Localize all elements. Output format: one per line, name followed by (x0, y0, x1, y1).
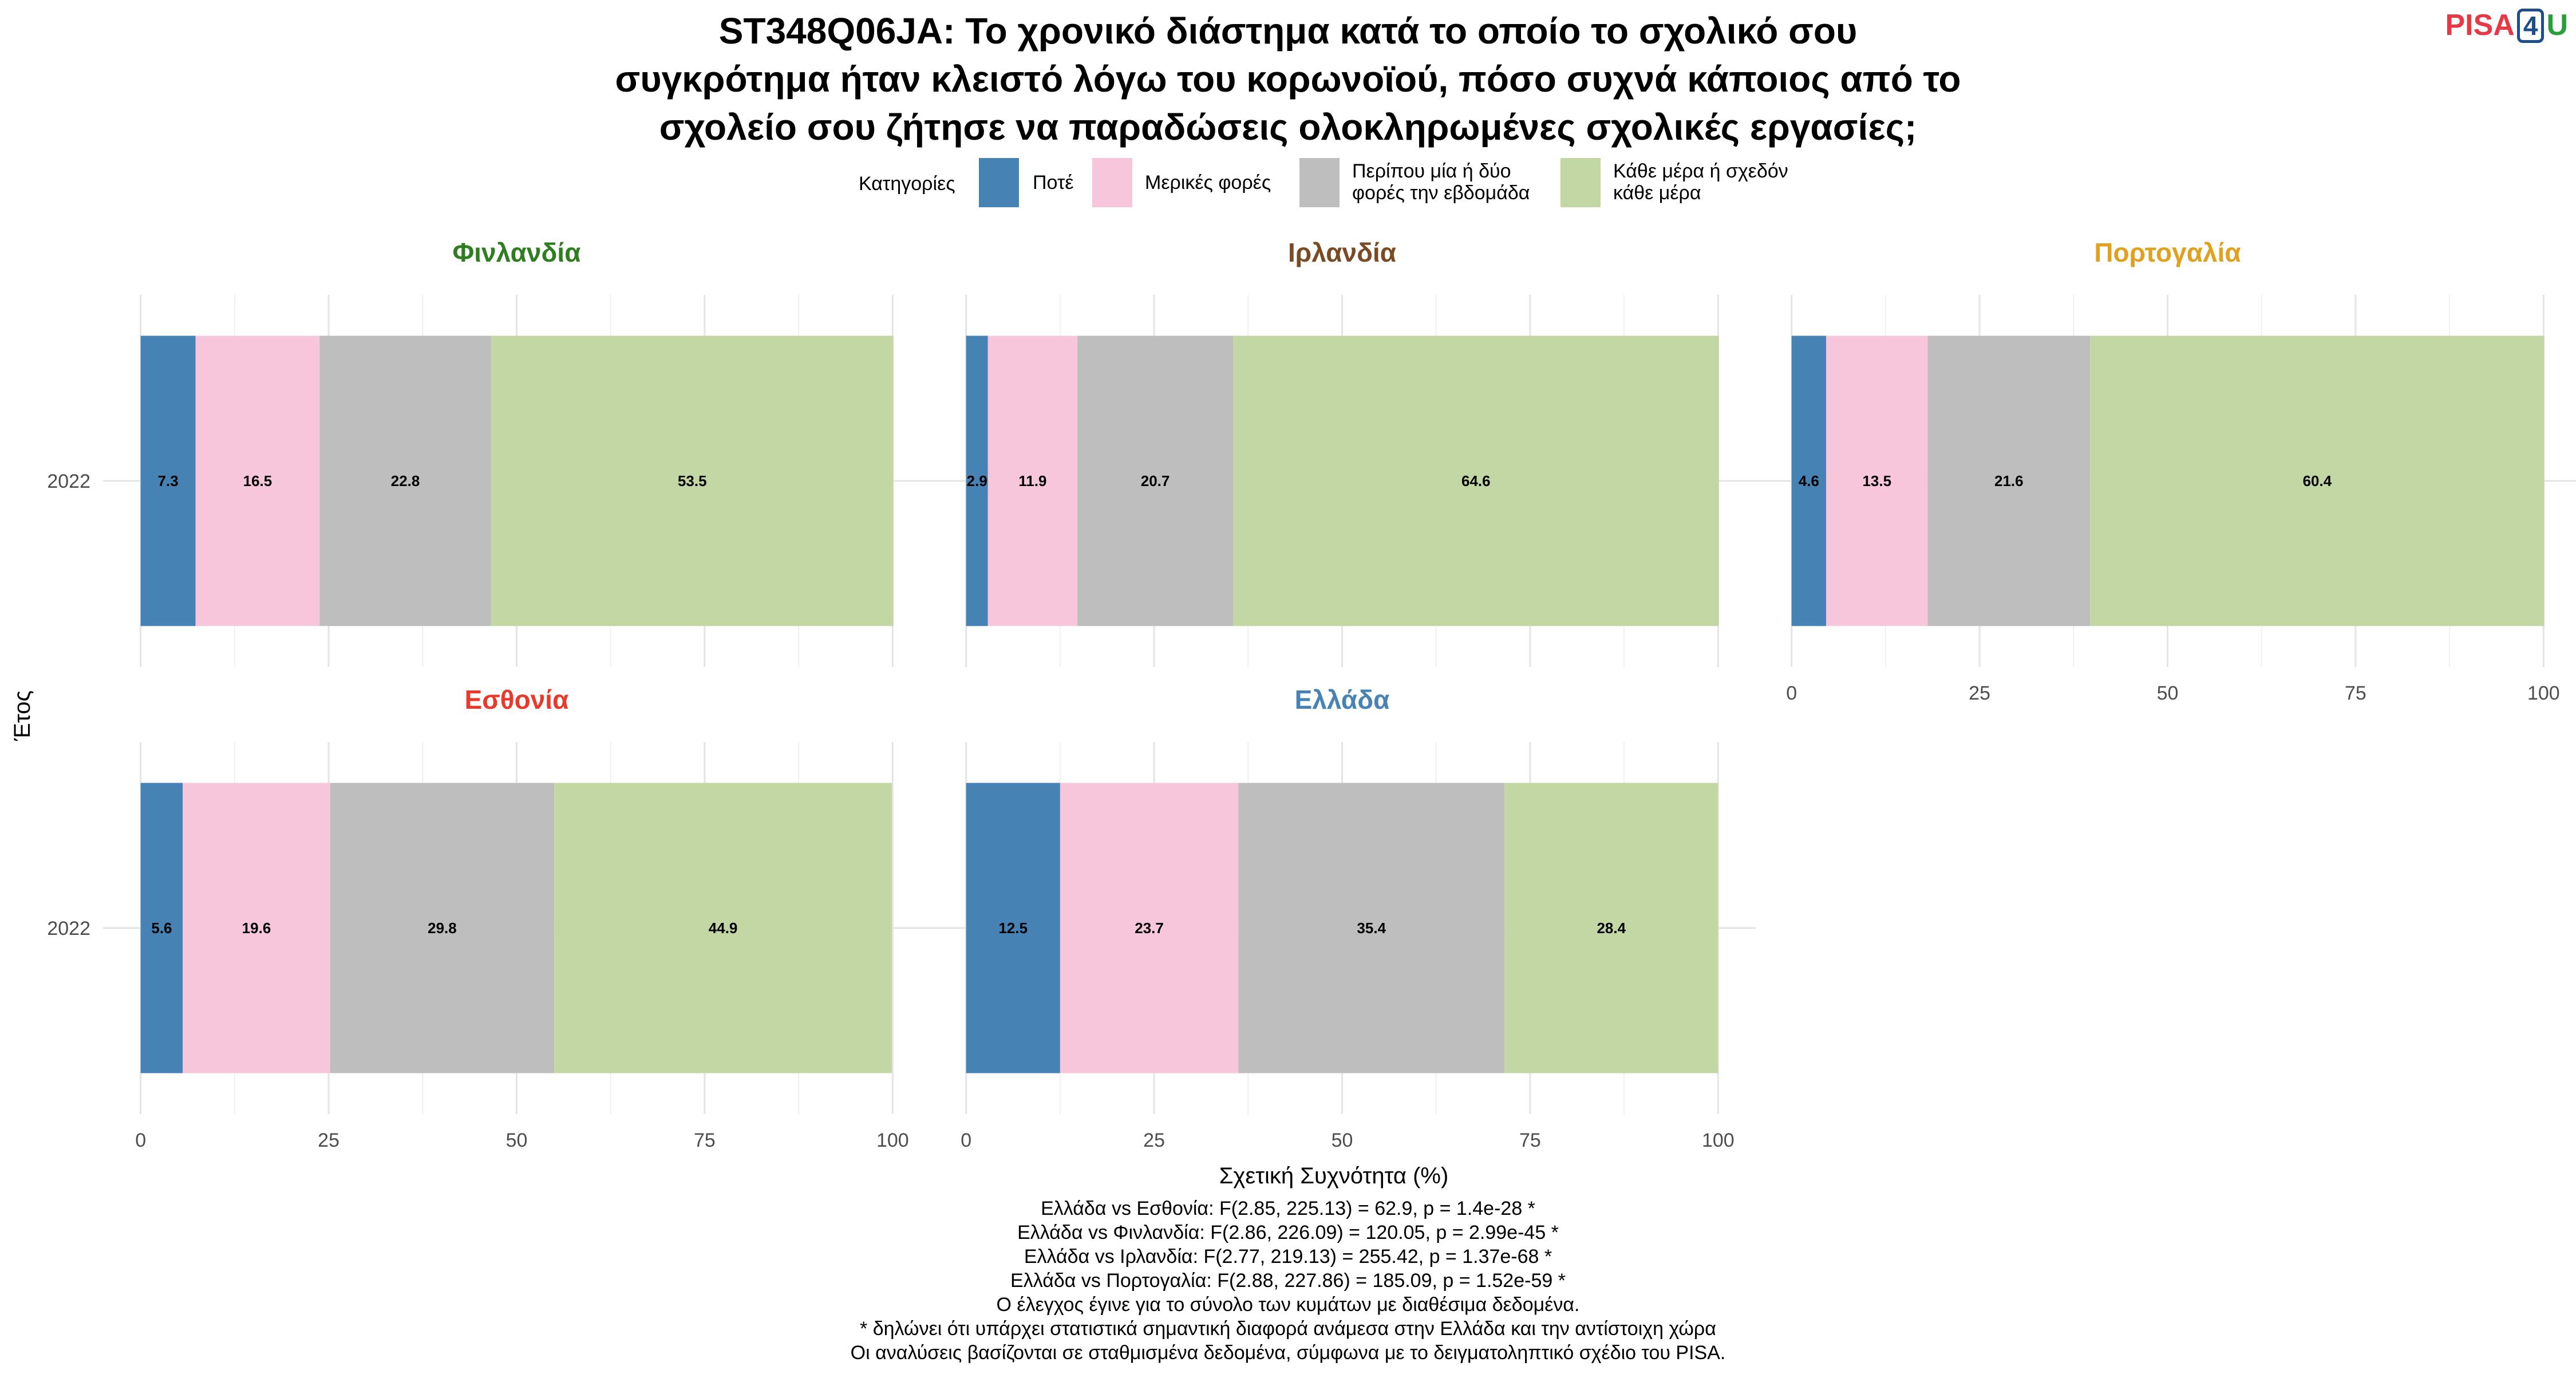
x-tick-label: 0 (135, 1130, 146, 1151)
x-axis-title: Σχετική Συχνότητα (%) (1219, 1163, 1449, 1189)
panel-title: Φινλανδία (453, 238, 581, 267)
bar-segment-never (140, 783, 183, 1073)
legend-title: Κατηγορίες (859, 173, 955, 195)
x-tick-label: 25 (318, 1130, 339, 1151)
bar-value-label: 29.8 (428, 919, 457, 937)
bar-segment-weekly (319, 335, 491, 626)
bar-value-label: 16.5 (243, 472, 272, 489)
legend-label-sometimes: Μερικές φορές (1145, 172, 1271, 194)
legend-swatch-daily (1560, 158, 1601, 207)
bar-segment-daily (554, 783, 892, 1073)
bar-segment-sometimes (195, 335, 320, 626)
logo-text-u: U (2546, 9, 2568, 42)
bar-value-label: 60.4 (2303, 472, 2332, 489)
panel-title: Εσθονία (465, 685, 569, 714)
bar-segment-sometimes (1826, 335, 1928, 626)
title-line-3: σχολείο σου ζήτησε να παραδώσεις ολοκληρ… (659, 106, 1917, 148)
bar-segment-weekly (1238, 783, 1505, 1073)
panel-title: Ελλάδα (1295, 685, 1390, 714)
y-axis-title: Έτος (10, 690, 35, 741)
bar-segment-weekly (1077, 335, 1234, 626)
legend-swatch-sometimes (1092, 158, 1132, 207)
logo-box-4: 4 (2516, 9, 2545, 43)
chart-title: ST348Q06JA: Το χρονικό διάστημα κατά το … (0, 7, 2576, 151)
panel-title: Πορτογαλία (2094, 238, 2241, 267)
caption: Ελλάδα vs Εσθονία: F(2.85, 225.13) = 62.… (0, 1197, 2576, 1365)
title-line-2: συγκρότημα ήταν κλειστό λόγω του κορωνοϊ… (615, 58, 1961, 100)
legend-swatch-weekly (1299, 158, 1340, 207)
bar-segment-sometimes (1060, 783, 1239, 1073)
bar-value-label: 28.4 (1597, 919, 1626, 937)
bar-value-label: 21.6 (1994, 472, 2024, 489)
bar-value-label: 13.5 (1862, 472, 1891, 489)
bar-value-label: 20.7 (1141, 472, 1170, 489)
y-tick-label: 2022 (47, 918, 90, 939)
bar-segment-weekly (1927, 335, 2091, 626)
caption-line-2: Ελλάδα vs Φινλανδία: F(2.86, 226.09) = 1… (1017, 1222, 1559, 1243)
x-tick-label: 0 (1786, 682, 1797, 704)
bar-value-label: 12.5 (998, 919, 1028, 937)
bar-value-label: 23.7 (1135, 919, 1164, 937)
bar-segment-daily (1233, 335, 1719, 626)
bar-value-label: 64.6 (1461, 472, 1491, 489)
bar-value-label: 35.4 (1357, 919, 1386, 937)
x-tick-label: 100 (2527, 682, 2560, 704)
bar-segment-daily (2090, 335, 2545, 626)
bar-value-label: 7.3 (158, 472, 179, 489)
bar-segment-daily (1504, 783, 1718, 1073)
caption-line-4: Ελλάδα vs Πορτογαλία: F(2.88, 227.86) = … (1010, 1270, 1566, 1292)
caption-line-1: Ελλάδα vs Εσθονία: F(2.85, 225.13) = 62.… (1041, 1198, 1535, 1219)
bar-value-label: 11.9 (1018, 472, 1046, 489)
bar-segment-daily (491, 335, 894, 626)
caption-line-3: Ελλάδα vs Ιρλανδία: F(2.77, 219.13) = 25… (1024, 1246, 1552, 1268)
legend-label-daily: Κάθε μέρα ή σχεδόν κάθε μέρα (1613, 160, 1788, 204)
bar-segment-sometimes (987, 335, 1078, 626)
bar-segment-never (966, 335, 988, 626)
panel-title: Ιρλανδία (1288, 238, 1396, 267)
bar-value-label: 53.5 (678, 472, 707, 489)
y-tick-label: 2022 (47, 471, 90, 492)
legend-label-never: Ποτέ (1033, 172, 1074, 194)
bar-value-label: 44.9 (709, 919, 738, 937)
x-tick-label: 50 (2157, 682, 2179, 704)
x-tick-label: 25 (1143, 1130, 1165, 1151)
bar-value-label: 22.8 (391, 472, 420, 489)
x-tick-label: 75 (1519, 1130, 1541, 1151)
bar-value-label: 4.6 (1799, 472, 1819, 489)
logo-text-pisa: PISA (2445, 9, 2515, 42)
x-tick-label: 100 (1702, 1130, 1735, 1151)
caption-line-5: Ο έλεγχος έγινε για το σύνολο των κυμάτω… (996, 1294, 1580, 1316)
caption-line-7: Οι αναλύσεις βασίζονται σε σταθμισμένα δ… (850, 1342, 1726, 1364)
pisa4u-logo: PISA 4 U (2445, 8, 2568, 43)
caption-line-6: * δηλώνει ότι υπάρχει στατιστικά σημαντι… (860, 1318, 1716, 1340)
x-tick-label: 75 (694, 1130, 716, 1151)
x-tick-label: 50 (506, 1130, 528, 1151)
bar-segment-never (1791, 335, 1827, 626)
bar-segment-never (140, 335, 196, 626)
x-tick-label: 50 (1332, 1130, 1353, 1151)
bar-value-label: 2.9 (967, 472, 987, 489)
legend-label-weekly: Περίπου μία ή δύο φορές την εβδομάδα (1352, 160, 1530, 204)
legend-swatch-never (979, 158, 1019, 207)
bar-segment-weekly (330, 783, 555, 1073)
bar-value-label: 19.6 (242, 919, 271, 937)
x-tick-label: 25 (1969, 682, 1990, 704)
x-tick-label: 100 (876, 1130, 909, 1151)
title-line-1: ST348Q06JA: Το χρονικό διάστημα κατά το … (718, 10, 1858, 52)
x-tick-label: 75 (2345, 682, 2366, 704)
bar-segment-sometimes (183, 783, 330, 1073)
bar-value-label: 5.6 (151, 919, 172, 937)
x-tick-label: 0 (961, 1130, 971, 1151)
bar-segment-never (966, 783, 1060, 1073)
